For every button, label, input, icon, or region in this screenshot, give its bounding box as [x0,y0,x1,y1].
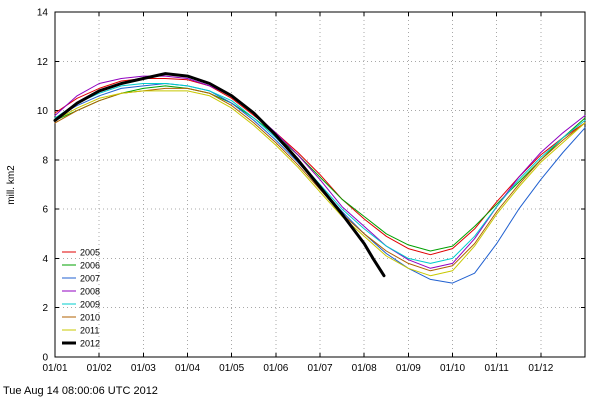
legend-label-2007: 2007 [80,274,100,284]
legend-label-2009: 2009 [80,300,100,310]
x-tick-label: 01/04 [175,363,200,374]
legend-label-2006: 2006 [80,261,100,271]
x-tick-label: 01/07 [307,363,332,374]
x-tick-label: 01/06 [263,363,288,374]
y-tick-label: 2 [42,303,48,314]
x-tick-label: 01/09 [396,363,421,374]
series-line-2009 [54,83,586,264]
timestamp: Tue Aug 14 08:00:06 UTC 2012 [3,385,158,397]
x-tick-label: 01/02 [87,363,112,374]
legend-label-2010: 2010 [80,313,100,323]
x-tick-label: 01/12 [528,363,553,374]
x-tick-label: 01/05 [219,363,244,374]
x-tick-label: 01/01 [42,363,67,374]
y-tick-label: 8 [42,155,48,166]
x-tick-label: 01/08 [352,363,377,374]
y-tick-label: 12 [37,57,49,68]
x-tick-label: 01/11 [485,363,510,374]
legend-label-2012: 2012 [80,339,100,349]
x-tick-label: 01/03 [131,363,156,374]
y-tick-label: 0 [42,353,48,364]
y-tick-label: 10 [37,106,49,117]
x-tick-label: 01/10 [440,363,465,374]
y-tick-label: 6 [42,205,48,216]
y-tick-label: 14 [37,8,49,19]
series-line-2007 [54,83,586,284]
series-line-2011 [54,90,586,277]
legend-label-2011: 2011 [80,326,99,336]
series-line-2012 [53,72,386,278]
y-axis-title: mill. km2 [6,165,17,205]
legend-label-2008: 2008 [80,287,100,297]
legend-label-2005: 2005 [80,248,100,258]
series-line-2006 [54,85,586,252]
y-tick-label: 4 [42,254,48,265]
